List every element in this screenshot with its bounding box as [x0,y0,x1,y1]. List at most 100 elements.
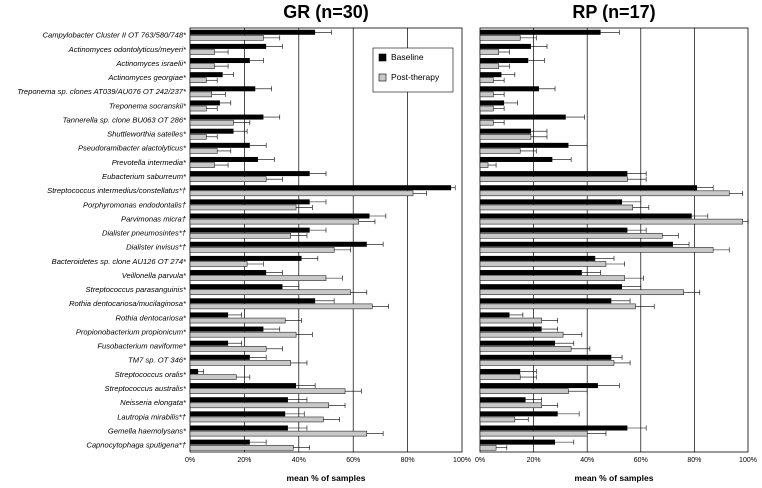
bar [189,317,286,324]
bar [479,374,521,380]
bar [480,100,505,106]
bar [190,397,288,403]
category-label: Fusobacterium naviforme* [97,342,187,351]
bar [189,162,215,168]
bar [480,142,569,148]
bar [189,416,324,423]
bar [190,72,223,78]
bar [480,199,623,205]
bar [479,402,542,409]
bar [479,77,494,84]
bar [480,156,553,162]
bar [190,114,264,120]
bar [479,289,684,296]
bar [480,368,521,374]
bar [189,430,368,437]
bar [189,91,213,98]
bar [189,49,215,55]
bar [190,142,250,148]
bar [480,86,539,92]
bar [189,148,218,154]
legend-label: Baseline [391,52,424,62]
bar [189,374,237,380]
legend-swatch [378,73,387,82]
category-label: Eubacterium saburreum* [102,172,187,181]
bar [480,270,582,276]
category-label: Actinomyces israelii* [115,59,187,68]
bar [479,119,494,126]
bar [189,331,297,338]
bar [479,148,521,154]
bar [480,128,531,134]
bar [189,35,264,41]
category-label: Treponema socranskii* [109,101,187,110]
legend: Baseline Post-therapy [372,47,454,93]
panel-title: RP (n=17) [572,2,655,22]
category-label: Neisseria elongata* [120,398,187,407]
bar [479,247,714,253]
bar [189,346,267,352]
bar [480,29,601,35]
bar [480,72,502,78]
category-label: Dialister invisus*† [126,243,187,252]
category-label: Dialister pneumosintes*† [102,229,187,238]
bar [480,284,623,290]
legend-swatch [378,53,387,62]
bar [479,331,564,338]
category-label: Gemella haemolysans* [108,426,187,435]
bar [479,416,516,423]
bar [480,227,628,233]
category-label: Porphyromonas endodontalis† [83,200,187,209]
category-label: Prevotella intermedia* [112,158,187,167]
bar [190,213,370,219]
bar [480,213,692,219]
bar [480,425,628,431]
bar [189,119,234,126]
bar [480,312,510,318]
bar [189,289,351,296]
bar [189,63,215,69]
bar [189,275,327,281]
x-tick-label: 40% [580,457,594,464]
x-axis-label: mean % of samples [287,473,366,483]
series-baseline [190,29,456,445]
bar [479,105,494,112]
bar [190,171,310,177]
bar [190,312,229,318]
bar [190,270,267,276]
bar [479,388,569,394]
bar [189,444,294,451]
x-tick-label: 40% [292,457,306,464]
category-label: Bacteroidetes sp. clone AU126 OT 274* [52,257,187,266]
bar [190,58,250,64]
bar [479,204,634,211]
x-tick-label: 20% [237,457,251,464]
bar [190,411,286,417]
bar [480,241,673,247]
bar [190,439,250,445]
bar [190,156,258,162]
x-tick-label: 80% [687,457,701,464]
panels: GR (n=30) 0% 20% 40% 60% 80% 100% mean % of sam… [185,2,757,483]
bar [189,303,373,310]
bar [189,360,291,366]
bar [190,340,229,346]
bar [479,63,500,69]
bar [190,383,297,389]
bar [189,190,414,197]
category-label: Streptococcus australis* [105,384,188,393]
bar [479,444,497,451]
category-label: Tannerella sp. clone BU063 OT 286* [63,115,187,124]
bar [190,199,310,205]
category-label: Pseudoramibacter alactolyticus* [78,144,187,153]
bar [190,128,234,134]
bar [189,134,207,140]
bar [480,439,556,445]
bar [480,185,698,191]
bar [480,114,566,120]
category-label: Parvimonas micra† [121,214,187,223]
category-label: Actinomyces odontolyticus/meyeri* [68,45,187,54]
bar [190,368,199,374]
bar [480,171,628,177]
bar [479,360,615,366]
